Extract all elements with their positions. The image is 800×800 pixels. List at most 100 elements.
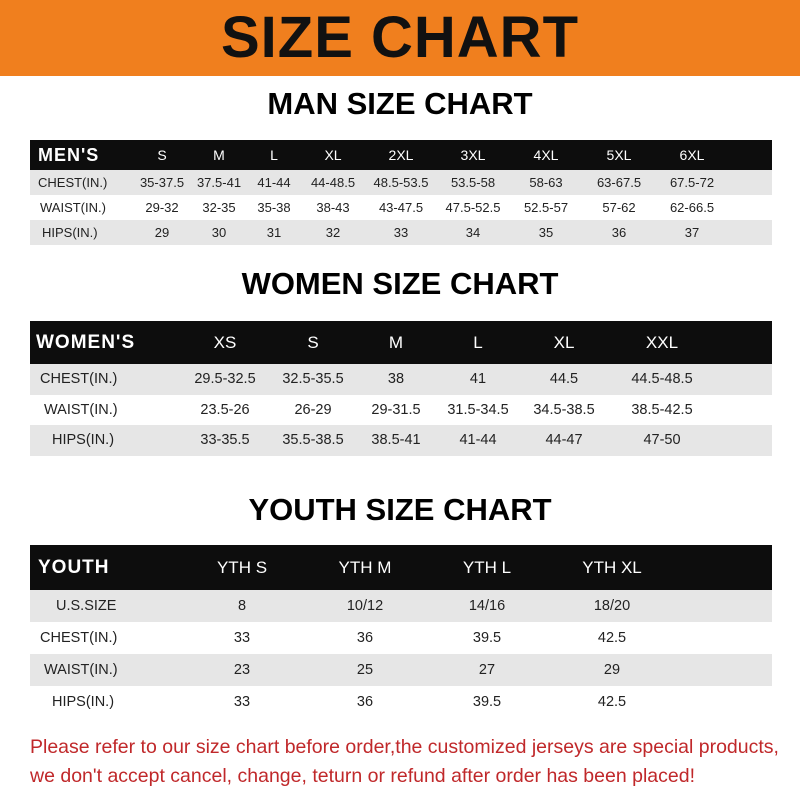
measurement-cell: 47-50	[643, 432, 681, 448]
women-size-table: WOMEN'S XS S M L XL XXL CHEST(IN.) 29.5-32.5 32.5…	[30, 321, 772, 456]
measurement-cell: 34.5-38.5	[533, 401, 595, 418]
size-column-header: 5XL	[606, 147, 632, 163]
size-column-header: XL	[553, 333, 575, 352]
men-size-table: MEN'S S M L XL 2XL 3XL 4XL 5XL 6XL CHEST(IN.) 35-37…	[30, 140, 772, 245]
measurement-cell: 47.5-52.5	[445, 200, 501, 215]
size-column-header: YTH L	[462, 558, 512, 577]
measurement-cell: 58-63	[529, 175, 563, 190]
size-column-header: L	[270, 147, 278, 163]
row-label: CHEST(IN.)	[40, 371, 118, 387]
measurement-cell: 42.5	[597, 630, 627, 646]
measurement-cell: 36	[356, 694, 374, 710]
table-row: HIPS(IN.) 29 30 31 32 33 34 35 36 37	[30, 220, 772, 245]
measurement-cell: 63-67.5	[596, 175, 642, 190]
row-label: HIPS(IN.)	[52, 694, 115, 710]
measurement-cell: 26-29	[294, 401, 332, 418]
notice-line-2: we don't accept cancel, change, teturn o…	[30, 765, 695, 787]
measurement-cell: 36	[611, 225, 627, 240]
table-row: WAIST(IN.) 29-32 32-35 35-38 38-43 43-47.5 47.…	[30, 195, 772, 220]
table-row: U.S.SIZE 8 10/12 14/16 18/20	[30, 590, 772, 622]
size-column-header: YTH M	[338, 558, 392, 577]
measurement-cell: 41-44	[257, 175, 291, 190]
row-label: CHEST(IN.)	[38, 175, 108, 190]
measurement-cell: 32.5-35.5	[282, 371, 344, 387]
measurement-cell: 39.5	[472, 630, 502, 646]
measurement-cell: 44.5	[549, 371, 579, 387]
table-row: CHEST(IN.) 29.5-32.5 32.5-35.5 38 41 44.5 44.5…	[30, 364, 772, 395]
measurement-cell: 36	[356, 630, 374, 646]
row-label: U.S.SIZE	[56, 598, 117, 614]
table-row: HIPS(IN.) 33 36 39.5 42.5	[30, 686, 772, 718]
measurement-cell: 67.5-72	[669, 175, 715, 190]
measurement-cell: 23.5-26	[200, 401, 250, 418]
measurement-cell: 38	[387, 371, 405, 387]
measurement-cell: 31	[266, 225, 282, 240]
table-header-label: WOMEN'S	[36, 332, 136, 353]
measurement-cell: 39.5	[472, 694, 502, 710]
measurement-cell: 32-35	[202, 200, 236, 215]
notice-line-1: Please refer to our size chart before or…	[30, 736, 779, 758]
men-header-row: MEN'S S M L XL 2XL 3XL 4XL 5XL 6XL	[30, 140, 772, 170]
measurement-cell: 10/12	[346, 598, 384, 614]
measurement-cell: 33	[233, 694, 251, 710]
measurement-cell: 43-47.5	[378, 200, 424, 215]
size-column-header: 3XL	[460, 147, 486, 163]
measurement-cell: 25	[356, 662, 374, 678]
measurement-cell: 62-66.5	[669, 200, 715, 215]
size-column-header: XL	[324, 147, 342, 163]
measurement-cell: 44-48.5	[310, 175, 356, 190]
table-row: CHEST(IN.) 35-37.5 37.5-41 41-44 44-48.5 48.5…	[30, 170, 772, 195]
measurement-cell: 42.5	[597, 694, 627, 710]
measurement-cell: 37.5-41	[196, 175, 242, 190]
measurement-cell: 41	[469, 371, 487, 387]
women-section-title: WOMEN SIZE CHART	[241, 266, 559, 301]
table-row: CHEST(IN.) 33 36 39.5 42.5	[30, 622, 772, 654]
size-column-header: L	[473, 333, 483, 352]
youth-header-row: YOUTH YTH S YTH M YTH L YTH XL	[30, 545, 772, 590]
measurement-cell: 23	[233, 662, 251, 678]
banner-title: SIZE CHART	[221, 5, 579, 70]
measurement-cell: 30	[211, 225, 227, 240]
measurement-cell: 38-43	[316, 200, 350, 215]
measurement-cell: 18/20	[593, 598, 631, 614]
measurement-cell: 52.5-57	[523, 200, 569, 215]
measurement-cell: 29	[154, 225, 170, 240]
size-column-header: S	[157, 147, 167, 163]
row-label: WAIST(IN.)	[40, 200, 106, 215]
measurement-cell: 33-35.5	[200, 432, 250, 448]
measurement-cell: 35-37.5	[139, 175, 185, 190]
measurement-cell: 41-44	[459, 432, 497, 448]
measurement-cell: 29-31.5	[371, 401, 421, 418]
size-column-header: M	[213, 147, 225, 163]
size-column-header: 2XL	[388, 147, 414, 163]
youth-size-table: YOUTH YTH S YTH M YTH L YTH XL U.S.SIZE 8 10/12…	[30, 545, 772, 718]
measurement-cell: 29	[603, 662, 621, 678]
row-label: WAIST(IN.)	[44, 662, 118, 678]
measurement-cell: 29-32	[145, 200, 179, 215]
measurement-cell: 38.5-41	[371, 432, 421, 448]
women-header-row: WOMEN'S XS S M L XL XXL	[30, 321, 772, 364]
measurement-cell: 27	[478, 662, 496, 678]
row-label: CHEST(IN.)	[40, 630, 118, 646]
measurement-cell: 29.5-32.5	[194, 371, 256, 387]
size-column-header: S	[307, 333, 319, 352]
size-column-header: M	[388, 333, 404, 352]
measurement-cell: 34	[465, 225, 481, 240]
table-row: HIPS(IN.) 33-35.5 35.5-38.5 38.5-41 41-44 44-…	[30, 425, 772, 456]
measurement-cell: 44.5-48.5	[631, 371, 693, 387]
measurement-cell: 37	[684, 225, 700, 240]
table-row: WAIST(IN.) 23 25 27 29	[30, 654, 772, 686]
measurement-cell: 8	[237, 598, 247, 614]
size-chart-banner: SIZE CHART	[0, 0, 800, 76]
size-column-header: 6XL	[679, 147, 705, 163]
measurement-cell: 53.5-58	[450, 175, 496, 190]
measurement-cell: 44-47	[545, 432, 583, 448]
measurement-cell: 32	[325, 225, 341, 240]
row-label: HIPS(IN.)	[42, 225, 98, 240]
measurement-cell: 33	[233, 630, 251, 646]
row-label: HIPS(IN.)	[52, 432, 115, 448]
measurement-cell: 38.5-42.5	[631, 401, 693, 418]
measurement-cell: 31.5-34.5	[447, 401, 509, 418]
men-section-title: MAN SIZE CHART	[267, 86, 533, 121]
measurement-cell: 35.5-38.5	[282, 432, 344, 448]
